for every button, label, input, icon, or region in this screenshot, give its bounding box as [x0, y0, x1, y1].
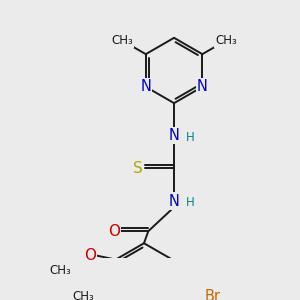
Text: O: O	[108, 224, 120, 239]
Text: CH₃: CH₃	[72, 290, 94, 300]
Text: N: N	[169, 194, 179, 208]
Text: N: N	[169, 128, 179, 143]
Text: S: S	[133, 161, 143, 176]
Text: CH₃: CH₃	[111, 34, 133, 47]
Text: CH₃: CH₃	[50, 264, 72, 277]
Text: N: N	[197, 79, 208, 94]
Text: O: O	[84, 248, 96, 263]
Text: CH₃: CH₃	[215, 34, 237, 47]
Text: H: H	[186, 196, 195, 209]
Text: H: H	[186, 131, 195, 144]
Text: Br: Br	[205, 289, 221, 300]
Text: N: N	[140, 79, 151, 94]
